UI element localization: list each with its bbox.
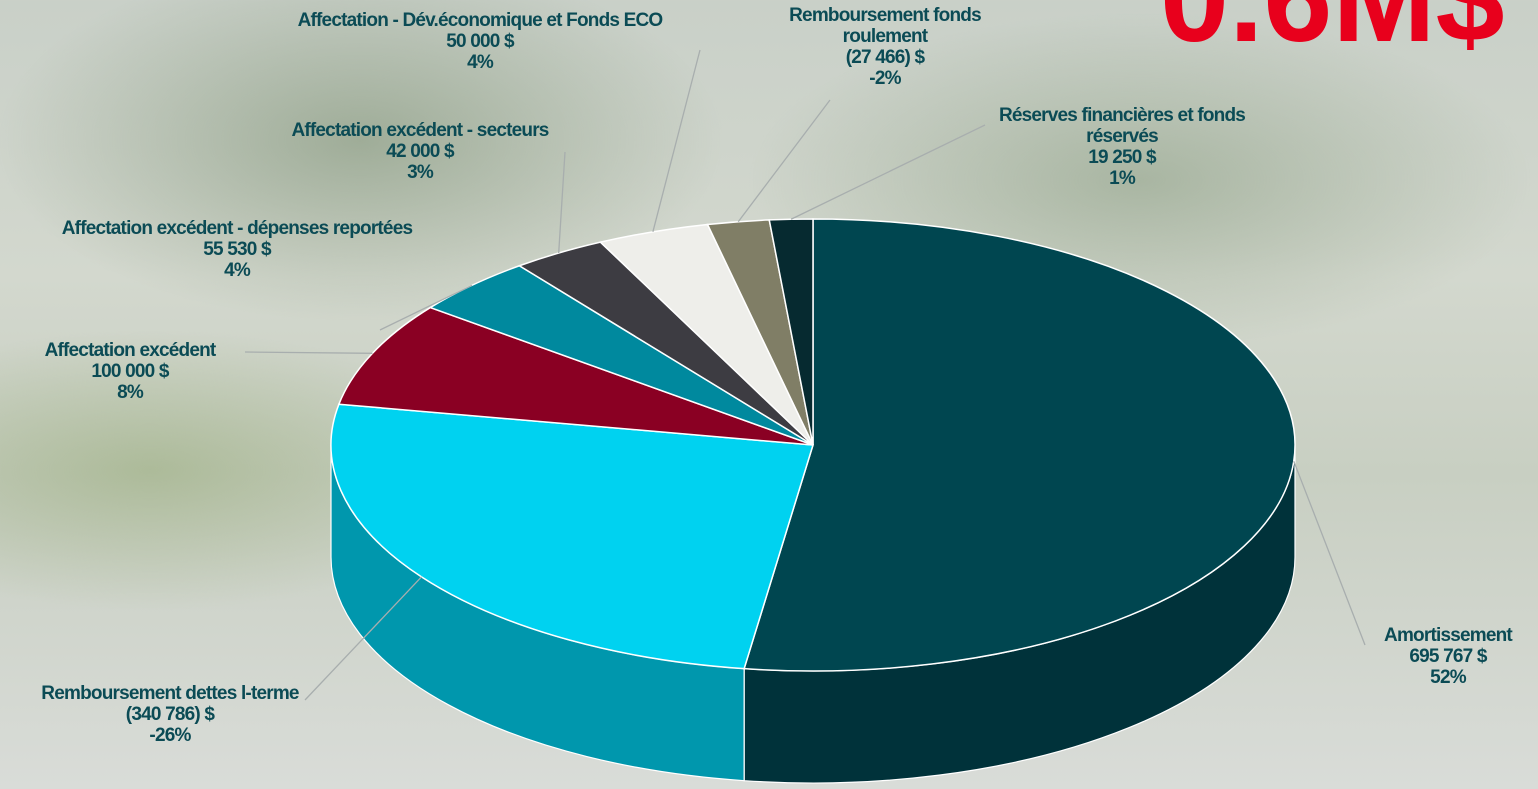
slice [337, 306, 814, 446]
slice-value: (340 786) $ [125, 704, 215, 725]
slice-tops [330, 218, 1296, 672]
data-label: Affectation excédent - dépenses reportée… [2, 218, 472, 281]
slice-name: Affectation excédent [44, 340, 217, 361]
slice-percent: 1% [1109, 168, 1136, 189]
slice-value: 695 767 $ [1409, 646, 1487, 667]
slice [743, 218, 1296, 672]
leader-line [652, 49, 701, 232]
chart-title: 0.6M$ [1160, 0, 1505, 70]
slice-percent: 4% [224, 260, 251, 281]
leader-line [790, 124, 986, 220]
slice-percent: 8% [117, 382, 144, 403]
slice-percent: 4% [467, 52, 494, 73]
leader-line [737, 99, 831, 223]
slice-value: 55 530 $ [203, 239, 271, 260]
slice-value: 100 000 $ [91, 361, 169, 382]
data-label: Remboursement fonds roulement (27 466) $ -… [755, 5, 1015, 89]
data-label: Amortissement 695 767 $52% [1348, 625, 1538, 688]
leader-line [1293, 460, 1366, 646]
data-label: Affectation - Dév.économique et Fonds EC… [240, 10, 720, 73]
slice-percent: -26% [149, 725, 191, 746]
slice-name: Réserves financières et fonds réservés [998, 105, 1246, 147]
slice-percent: 52% [1430, 667, 1466, 688]
slice-name: Affectation - Dév.économique et Fonds EC… [297, 10, 664, 31]
slice-value: 50 000 $ [446, 31, 514, 52]
slice-percent: -2% [869, 68, 901, 89]
slice-value: 19 250 $ [1088, 147, 1156, 168]
leader-line [379, 284, 473, 331]
slice-name: Amortissement [1384, 625, 1513, 646]
data-label: Affectation excédent - secteurs 42 000 $3… [250, 120, 590, 183]
slice [768, 218, 814, 446]
leader-line [304, 576, 423, 701]
slice-name: Affectation excédent - secteurs [291, 120, 549, 141]
leader-lines [244, 49, 1366, 701]
data-label: Remboursement dettes l-terme (340 786) $ -… [30, 683, 310, 746]
slice-name: Remboursement dettes l-terme [41, 683, 299, 704]
leader-line [244, 351, 373, 354]
slice [330, 403, 814, 670]
slice-name: Remboursement fonds roulement [789, 5, 982, 47]
data-label: Affectation excédent 100 000 $8% [10, 340, 250, 403]
slice-value: 42 000 $ [386, 141, 454, 162]
leader-line [558, 151, 566, 254]
slice-name: Affectation excédent - dépenses reportée… [61, 218, 413, 239]
slice-percent: 3% [407, 162, 434, 183]
data-label: Réserves financières et fonds réservés 19… [977, 105, 1267, 189]
slice-value: (27 466) $ [845, 47, 925, 68]
